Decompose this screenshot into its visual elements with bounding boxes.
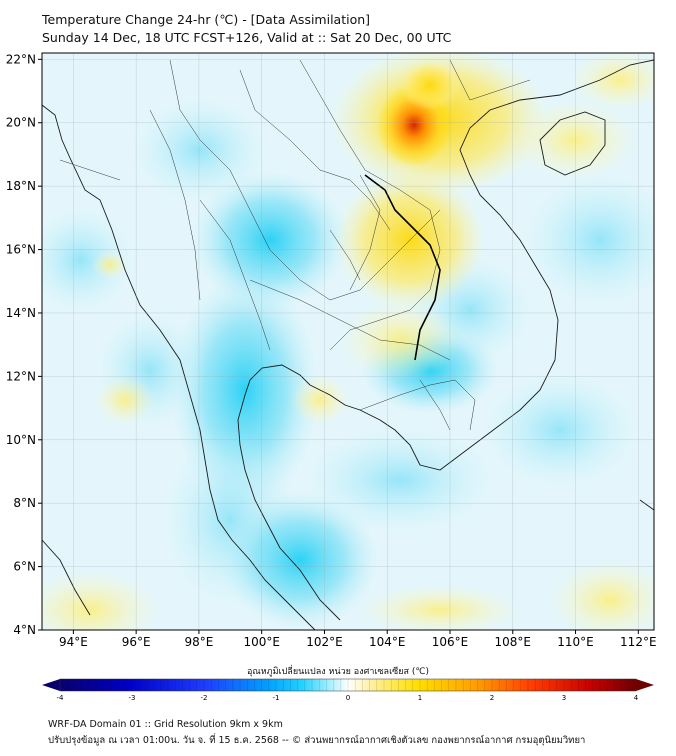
temperature-field xyxy=(42,53,654,630)
map-title: Temperature Change 24-hr (℃) - [Data Ass… xyxy=(42,12,371,27)
lat-tick-label: 18°N xyxy=(6,179,36,193)
lat-tick-label: 6°N xyxy=(13,560,36,574)
footer-model-info: WRF-DA Domain 01 :: Grid Resolution 9km … xyxy=(48,719,283,730)
lat-tick-label: 22°N xyxy=(6,52,36,66)
colorbar-tick-label: -1 xyxy=(273,694,280,700)
lat-tick-label: 14°N xyxy=(6,306,36,320)
country-borders xyxy=(364,174,441,361)
lat-tick-label: 4°N xyxy=(13,623,36,637)
map-frame xyxy=(41,52,655,631)
colorbar-tick-label: 0 xyxy=(346,694,350,700)
lon-tick-label: 106°E xyxy=(432,635,469,649)
latitude-axis: 22°N 20°N 18°N 16°N 14°N 12°N 10°N 8°N 6°N 4°N xyxy=(6,52,42,637)
colorbar-tick-label: 1 xyxy=(418,694,422,700)
lon-tick-label: 112°E xyxy=(620,635,657,649)
colorbar-tick-label: -3 xyxy=(129,694,136,700)
lat-tick-label: 8°N xyxy=(13,496,36,510)
footer-credits: ปรับปรุงข้อมูล ณ เวลา 01:00น. วัน จ. ที่… xyxy=(48,735,586,746)
lon-tick-label: 104°E xyxy=(369,635,406,649)
colorbar-tick-label: 3 xyxy=(562,694,566,700)
lat-tick-label: 20°N xyxy=(6,116,36,130)
colorbar-tick-label: 2 xyxy=(490,694,494,700)
graticule xyxy=(42,53,654,630)
lon-tick-label: 102°E xyxy=(306,635,343,649)
colorbar-tick-label: -4 xyxy=(57,694,65,700)
temperature-change-map: 22°N 20°N 18°N 16°N 14°N 12°N 10°N 8°N 6°N 4°N 94… xyxy=(6,52,657,700)
lon-tick-label: 94°E xyxy=(59,635,88,649)
longitude-axis: 94°E 96°E 98°E 100°E 102°E 104°E 106°E 108°E 110… xyxy=(59,630,657,649)
coastlines xyxy=(42,59,654,630)
lon-tick-label: 110°E xyxy=(557,635,594,649)
lon-tick-label: 98°E xyxy=(184,635,213,649)
colorbar: -4 -3 -2 -1 0 1 2 3 4 xyxy=(42,678,654,700)
lon-tick-label: 100°E xyxy=(243,635,280,649)
colorbar-ticks: -4 -3 -2 -1 0 1 2 3 4 xyxy=(57,694,639,700)
colorbar-tick-label: -2 xyxy=(201,694,208,700)
lon-tick-label: 96°E xyxy=(122,635,151,649)
lat-tick-label: 12°N xyxy=(6,369,36,383)
lat-tick-label: 16°N xyxy=(6,243,36,257)
lon-tick-label: 108°E xyxy=(495,635,532,649)
colorbar-title: อุณหภูมิเปลี่ยนแปลง หน่วย องศาเซลเซียส (… xyxy=(246,667,430,677)
colorbar-tick-label: 4 xyxy=(634,694,639,700)
map-subtitle: Sunday 14 Dec, 18 UTC FCST+126, Valid at… xyxy=(42,30,452,45)
lat-tick-label: 10°N xyxy=(6,433,36,447)
admin-borders xyxy=(59,59,531,431)
